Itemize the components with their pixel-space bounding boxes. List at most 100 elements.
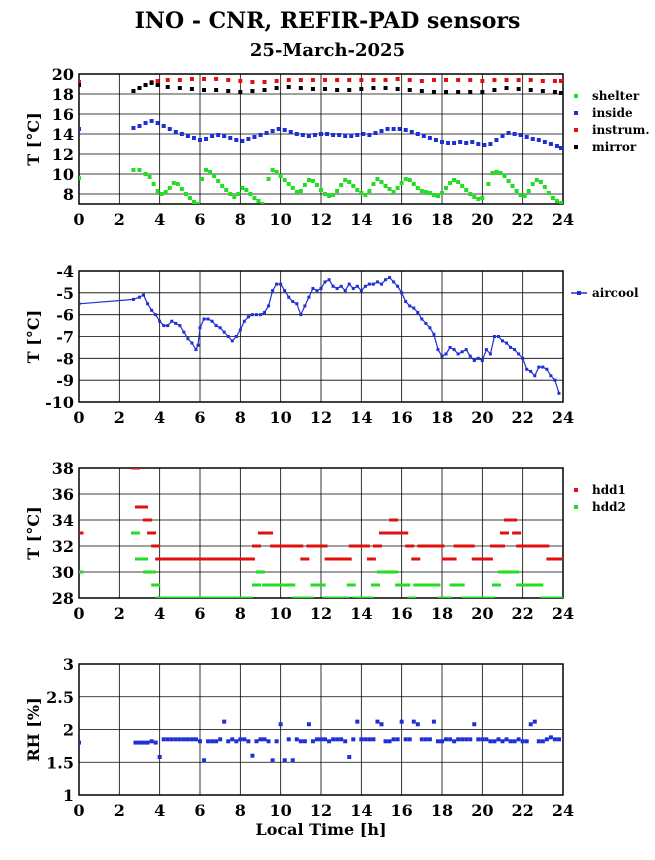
data-point-hdd1: [379, 531, 389, 535]
data-point-shelter: [423, 190, 428, 194]
data-point-aircool: [331, 284, 335, 288]
data-point-hdd1: [389, 518, 399, 522]
x-tick-label: 4: [154, 408, 165, 427]
data-point-aircool: [154, 313, 158, 317]
x-tick-label: 2: [114, 604, 125, 623]
y-tick-label: -9: [56, 371, 74, 390]
data-point-hdd1: [483, 557, 493, 561]
data-point-hdd2: [235, 596, 245, 598]
x-axis-label: Local Time [h]: [255, 820, 386, 839]
x-tick-label: 24: [552, 604, 574, 623]
data-point-series: [327, 739, 332, 744]
data-point-hdd1: [245, 557, 255, 561]
data-point-shelter: [411, 182, 416, 186]
data-point-aircool: [259, 313, 262, 317]
data-point-inside: [191, 136, 196, 140]
data-point-mirror: [286, 85, 291, 89]
data-point-series: [520, 739, 525, 744]
data-point-shelter: [274, 170, 279, 174]
data-point-shelter: [220, 184, 225, 188]
data-point-instrum: [238, 79, 243, 83]
data-point-instrum: [407, 78, 412, 82]
data-point-series: [351, 737, 356, 742]
data-point-series: [472, 722, 477, 727]
y-axis-label: T [°C]: [24, 310, 43, 363]
data-point-mirror: [347, 88, 352, 92]
data-point-hdd2: [322, 596, 332, 598]
data-point-inside: [391, 127, 396, 131]
y-tick-label: 30: [52, 563, 74, 582]
data-point-series: [464, 737, 469, 742]
data-point-shelter: [183, 192, 188, 196]
data-point-hdd1: [354, 544, 364, 548]
data-point-aircool: [246, 315, 250, 319]
data-point-series: [532, 719, 537, 724]
data-point-inside: [373, 131, 378, 135]
data-point-aircool: [222, 330, 226, 334]
data-point-series: [206, 739, 211, 744]
data-point-hdd2: [413, 583, 423, 587]
data-point-mirror: [79, 83, 81, 87]
data-point-shelter: [486, 182, 491, 186]
y-tick-label: 34: [52, 511, 74, 530]
data-point-series: [161, 737, 166, 742]
legend-label: inside: [592, 106, 633, 120]
data-point-instrum: [165, 78, 170, 82]
data-point-shelter: [379, 180, 384, 184]
data-point-mirror: [274, 86, 279, 90]
data-point-hdd1: [215, 557, 225, 561]
data-point-series: [444, 737, 449, 742]
data-point-inside: [433, 138, 438, 142]
x-tick-label: 24: [552, 210, 574, 229]
data-point-shelter: [244, 188, 249, 192]
data-point-aircool: [388, 276, 392, 280]
data-point-inside: [458, 140, 463, 144]
data-point-inside: [524, 135, 529, 139]
data-point-series: [492, 739, 497, 744]
data-point-series: [548, 735, 553, 740]
data-point-series: [367, 737, 372, 742]
data-point-series: [157, 755, 162, 760]
data-point-inside: [488, 142, 493, 146]
data-point-inside: [185, 134, 190, 138]
data-point-series: [250, 753, 255, 758]
data-point-series: [440, 739, 444, 744]
data-point-series: [435, 739, 440, 744]
data-point-series: [371, 737, 376, 742]
data-point-series: [556, 737, 561, 742]
data-point-hdd2: [298, 596, 308, 598]
data-point-hdd2: [256, 570, 265, 574]
data-point-mirror: [238, 90, 243, 94]
data-point-inside: [252, 135, 257, 139]
data-point-hdd1: [258, 531, 268, 535]
data-point-mirror: [383, 86, 388, 90]
data-point-mirror: [407, 88, 412, 92]
data-point-mirror: [165, 85, 170, 89]
data-point-instrum: [468, 78, 473, 82]
chart-date: 25-March-2025: [249, 40, 406, 61]
data-point-aircool: [420, 317, 424, 321]
data-point-series: [460, 737, 465, 742]
data-point-hdd1: [522, 544, 532, 548]
data-point-hdd1: [300, 557, 310, 561]
data-point-mirror: [492, 88, 497, 92]
data-point-hdd1: [330, 557, 340, 561]
data-point-hdd1: [546, 557, 556, 561]
data-point-instrum: [480, 79, 485, 83]
data-point-shelter: [204, 168, 209, 172]
data-point-shelter: [383, 184, 388, 188]
data-point-aircool: [444, 352, 448, 356]
data-point-inside: [409, 130, 414, 134]
data-point-shelter: [431, 193, 436, 197]
data-point-shelter: [468, 192, 473, 196]
data-point-aircool: [307, 295, 311, 299]
data-point-aircool: [545, 367, 549, 371]
data-point-shelter: [407, 178, 412, 182]
data-point-shelter: [327, 194, 332, 198]
data-point-shelter: [335, 189, 340, 193]
data-point-hdd2: [163, 596, 173, 598]
data-point-shelter: [363, 193, 368, 197]
data-point-inside: [427, 136, 432, 140]
data-point-shelter: [554, 199, 559, 203]
data-point-hdd2: [139, 557, 149, 561]
